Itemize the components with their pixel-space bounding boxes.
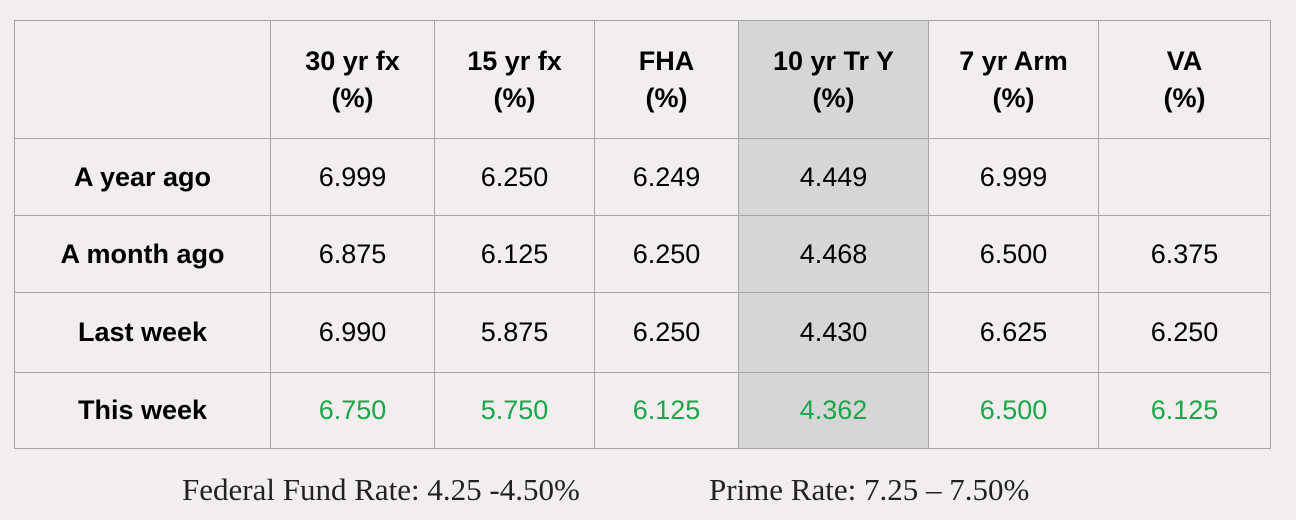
- header-va: VA (%): [1098, 20, 1271, 139]
- rates-footer: Federal Fund Rate: 4.25 -4.50% Prime Rat…: [0, 472, 1296, 512]
- table-cell: 4.430: [738, 292, 929, 373]
- table-cell: 6.250: [1098, 292, 1271, 373]
- row-label-last-week: Last week: [14, 292, 271, 373]
- row-label-year-ago: A year ago: [14, 138, 271, 216]
- table-cell: 6.999: [270, 138, 435, 216]
- table-row: A month ago 6.875 6.125 6.250 4.468 6.50…: [14, 215, 1271, 293]
- table-cell: 6.250: [594, 292, 739, 373]
- row-label-month-ago: A month ago: [14, 215, 271, 293]
- table-cell-current: 6.125: [1098, 372, 1271, 449]
- table-row: A year ago 6.999 6.250 6.249 4.449 6.999: [14, 138, 1271, 216]
- header-cell-empty: [14, 20, 271, 139]
- table-cell-current: 6.125: [594, 372, 739, 449]
- table-cell: 6.625: [928, 292, 1099, 373]
- table-cell: 6.500: [928, 215, 1099, 293]
- table-row: This week 6.750 5.750 6.125 4.362 6.500 …: [14, 372, 1271, 449]
- table-cell-current: 6.500: [928, 372, 1099, 449]
- row-label-this-week: This week: [14, 372, 271, 449]
- table-cell-current: 4.362: [738, 372, 929, 449]
- header-15yr-fixed: 15 yr fx (%): [434, 20, 595, 139]
- header-30yr-fixed: 30 yr fx (%): [270, 20, 435, 139]
- table-cell: 6.375: [1098, 215, 1271, 293]
- header-10yr-treasury: 10 yr Tr Y (%): [738, 20, 929, 139]
- table-cell: 6.999: [928, 138, 1099, 216]
- header-7yr-arm: 7 yr Arm (%): [928, 20, 1099, 139]
- table-cell: 4.449: [738, 138, 929, 216]
- table-cell: 5.875: [434, 292, 595, 373]
- table-cell: 6.990: [270, 292, 435, 373]
- table-cell: 6.250: [434, 138, 595, 216]
- table-cell: 6.249: [594, 138, 739, 216]
- table-cell: 6.125: [434, 215, 595, 293]
- mortgage-rates-table: 30 yr fx (%) 15 yr fx (%) FHA (%) 10 yr …: [14, 20, 1271, 449]
- table-cell: 4.468: [738, 215, 929, 293]
- table-cell-current: 6.750: [270, 372, 435, 449]
- prime-rate: Prime Rate: 7.25 – 7.50%: [709, 472, 1030, 507]
- table-row: Last week 6.990 5.875 6.250 4.430 6.625 …: [14, 292, 1271, 373]
- table-cell: 6.250: [594, 215, 739, 293]
- header-fha: FHA (%): [594, 20, 739, 139]
- table-cell: 6.875: [270, 215, 435, 293]
- header-row: 30 yr fx (%) 15 yr fx (%) FHA (%) 10 yr …: [14, 20, 1271, 139]
- federal-fund-rate: Federal Fund Rate: 4.25 -4.50%: [182, 472, 580, 507]
- table-cell-current: 5.750: [434, 372, 595, 449]
- table-cell: [1098, 138, 1271, 216]
